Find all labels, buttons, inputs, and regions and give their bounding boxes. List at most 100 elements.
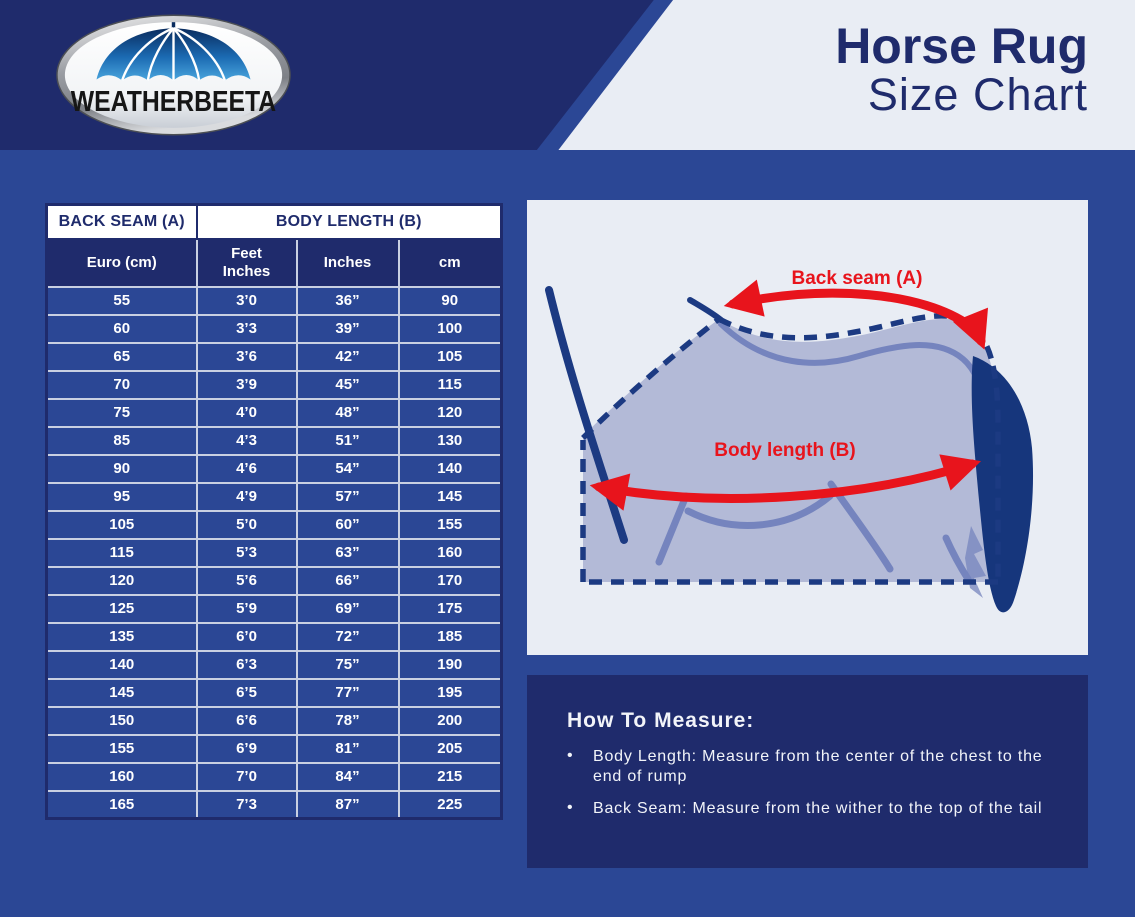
- table-cell: 145: [397, 481, 503, 512]
- table-cell: 39”: [295, 313, 400, 344]
- table-cell: 75: [45, 397, 198, 428]
- table-cell: 90: [397, 285, 503, 316]
- body-length-arrow: [589, 454, 982, 511]
- table-cell: 3’6: [195, 341, 298, 372]
- table-cell: 6’0: [195, 621, 298, 652]
- table-cell: 130: [397, 425, 503, 456]
- table-cell: 7’0: [195, 761, 298, 792]
- measure-bullet-back-seam: • Back Seam: Measure from the wither to …: [567, 799, 1048, 819]
- table-cell: 215: [397, 761, 503, 792]
- group-header-back-seam: BACK SEAM (A): [45, 203, 198, 240]
- table-cell: 48”: [295, 397, 400, 428]
- table-row: 115 5’3 63” 160: [45, 537, 503, 568]
- table-cell: 81”: [295, 733, 400, 764]
- table-cell: 36”: [295, 285, 400, 316]
- table-cell: 195: [397, 677, 503, 708]
- table-cell: 175: [397, 593, 503, 624]
- table-cell: 42”: [295, 341, 400, 372]
- page-subtitle: Size Chart: [867, 69, 1088, 120]
- table-row: 140 6’3 75” 190: [45, 649, 503, 680]
- table-cell: 87”: [295, 789, 400, 820]
- logo-text: WEATHERBEETA: [71, 86, 276, 118]
- table-cell: 3’0: [195, 285, 298, 316]
- how-to-measure-box: How To Measure: • Body Length: Measure f…: [527, 675, 1088, 868]
- group-header-row: BACK SEAM (A) BODY LENGTH (B): [45, 203, 503, 240]
- table-cell: 165: [45, 789, 198, 820]
- how-to-measure-heading: How To Measure:: [567, 709, 755, 732]
- table-cell: 60: [45, 313, 198, 344]
- page-title-block: Horse Rug Size Chart: [835, 20, 1088, 119]
- group-header-body-length: BODY LENGTH (B): [195, 203, 503, 240]
- table-cell: 84”: [295, 761, 400, 792]
- table-row: 155 6’9 81” 205: [45, 733, 503, 764]
- table-row: 95 4’9 57” 145: [45, 481, 503, 512]
- table-cell: 155: [45, 733, 198, 764]
- table-cell: 6’9: [195, 733, 298, 764]
- table-cell: 72”: [295, 621, 400, 652]
- page-title: Horse Rug: [835, 18, 1088, 74]
- table-cell: 4’0: [195, 397, 298, 428]
- table-cell: 6’6: [195, 705, 298, 736]
- column-header-feet: Feet Inches: [195, 237, 298, 288]
- table-cell: 57”: [295, 481, 400, 512]
- column-header-row: Euro (cm) Feet Inches Inches cm: [45, 237, 503, 288]
- table-cell: 115: [45, 537, 198, 568]
- table-cell: 150: [45, 705, 198, 736]
- table-cell: 160: [45, 761, 198, 792]
- back-seam-label: Back seam (A): [792, 268, 923, 289]
- table-cell: 170: [397, 565, 503, 596]
- column-header-cm: cm: [397, 237, 503, 288]
- table-row: 105 5’0 60” 155: [45, 509, 503, 540]
- table-cell: 115: [397, 369, 503, 400]
- table-cell: 105: [397, 341, 503, 372]
- table-cell: 63”: [295, 537, 400, 568]
- table-row: 135 6’0 72” 185: [45, 621, 503, 652]
- table-cell: 5’6: [195, 565, 298, 596]
- table-cell: 6’5: [195, 677, 298, 708]
- table-cell: 70: [45, 369, 198, 400]
- table-cell: 7’3: [195, 789, 298, 820]
- table-row: 75 4’0 48” 120: [45, 397, 503, 428]
- table-cell: 55: [45, 285, 198, 316]
- table-cell: 65: [45, 341, 198, 372]
- measure-bullet-body-length: • Body Length: Measure from the center o…: [567, 747, 1048, 788]
- table-cell: 5’0: [195, 509, 298, 540]
- table-cell: 54”: [295, 453, 400, 484]
- table-cell: 135: [45, 621, 198, 652]
- table-cell: 85: [45, 425, 198, 456]
- table-cell: 66”: [295, 565, 400, 596]
- horse-body: [583, 318, 1002, 582]
- table-cell: 3’9: [195, 369, 298, 400]
- horse-tail: [971, 356, 1034, 613]
- table-cell: 225: [397, 789, 503, 820]
- table-cell: 3’3: [195, 313, 298, 344]
- table-cell: 45”: [295, 369, 400, 400]
- table-row: 145 6’5 77” 195: [45, 677, 503, 708]
- column-header-inches: Inches: [295, 237, 400, 288]
- table-cell: 60”: [295, 509, 400, 540]
- table-row: 165 7’3 87” 225: [45, 789, 503, 820]
- bullet-icon: •: [567, 798, 573, 816]
- table-cell: 77”: [295, 677, 400, 708]
- table-cell: 160: [397, 537, 503, 568]
- header-band: WEATHERBEETA Horse Rug Size Chart: [0, 0, 1135, 150]
- column-header-euro: Euro (cm): [45, 237, 198, 288]
- table-cell: 185: [397, 621, 503, 652]
- table-cell: 155: [397, 509, 503, 540]
- table-cell: 51”: [295, 425, 400, 456]
- how-to-measure-list: • Body Length: Measure from the center o…: [567, 747, 1048, 819]
- table-row: 90 4’6 54” 140: [45, 453, 503, 484]
- header-light-area: [558, 0, 1135, 150]
- umbrella-icon: [96, 22, 251, 81]
- measure-bullet-text: Body Length: Measure from the center of …: [593, 748, 1043, 786]
- size-table: BACK SEAM (A) BODY LENGTH (B) Euro (cm) …: [45, 203, 503, 820]
- table-cell: 75”: [295, 649, 400, 680]
- table-cell: 5’3: [195, 537, 298, 568]
- table-cell: 140: [397, 453, 503, 484]
- table-cell: 4’6: [195, 453, 298, 484]
- table-row: 125 5’9 69” 175: [45, 593, 503, 624]
- table-row: 65 3’6 42” 105: [45, 341, 503, 372]
- table-cell: 120: [397, 397, 503, 428]
- table-cell: 90: [45, 453, 198, 484]
- table-cell: 4’3: [195, 425, 298, 456]
